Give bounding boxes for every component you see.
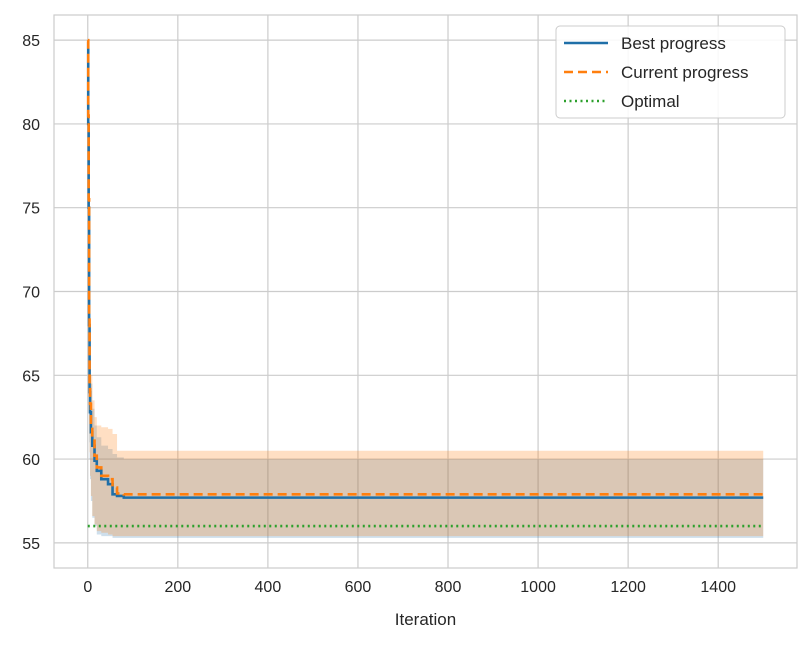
band-1 (87, 40, 764, 537)
x-tick-label: 400 (255, 579, 282, 596)
legend-box (555, 25, 786, 119)
x-axis-label: Iteration (395, 610, 456, 629)
series-lines (86, 38, 764, 528)
series-line-1 (86, 38, 764, 496)
y-tick-label: 55 (22, 536, 40, 553)
x-tick-label: 1400 (700, 579, 736, 596)
x-tick-label: 0 (83, 579, 92, 596)
y-tick-label: 65 (22, 368, 40, 385)
legend: Best progress Current progress Optimal (555, 25, 786, 119)
y-tick-label: 60 (22, 452, 40, 469)
confidence-bands (87, 40, 764, 538)
x-tick-label: 200 (164, 579, 191, 596)
band-0 (87, 40, 764, 538)
legend-label: Current progress (621, 63, 749, 82)
y-tick-label: 80 (22, 117, 40, 134)
y-tick-label: 75 (22, 201, 40, 218)
plot-frame (53, 14, 798, 569)
grid (54, 15, 797, 568)
x-tick-label: 600 (345, 579, 372, 596)
y-tick-label: 70 (22, 285, 40, 302)
x-axis-ticks: 0 200 400 600 800 1000 1200 1400 (83, 579, 736, 596)
y-tick-label: 85 (22, 33, 40, 50)
legend-label: Optimal (621, 92, 680, 111)
x-tick-label: 1000 (520, 579, 556, 596)
y-axis-ticks: 55 60 65 70 75 80 85 (22, 33, 40, 553)
x-tick-label: 800 (435, 579, 462, 596)
x-tick-label: 1200 (610, 579, 646, 596)
legend-label: Best progress (621, 34, 726, 53)
